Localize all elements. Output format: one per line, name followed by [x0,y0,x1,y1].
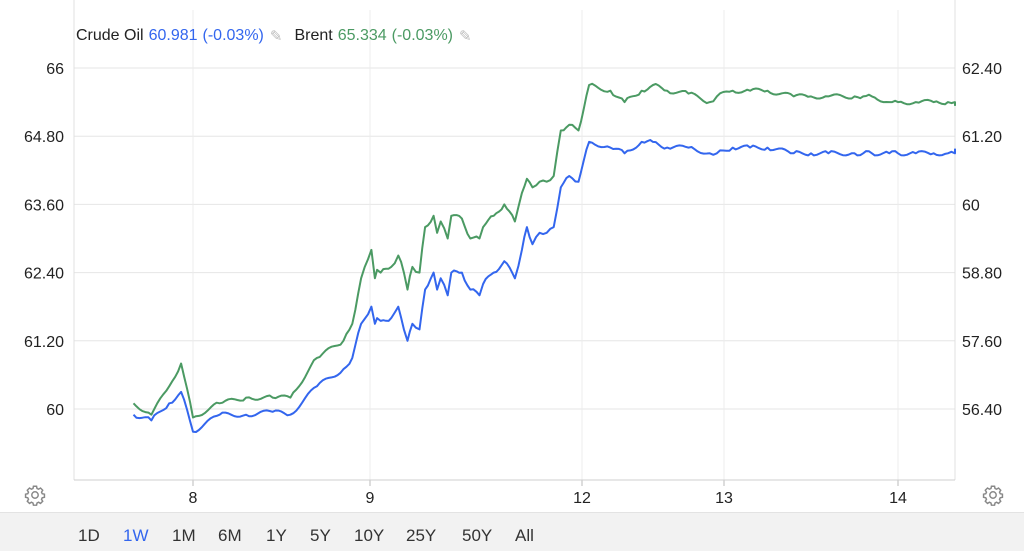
x-tick-label: 9 [366,490,375,507]
range-1y-button[interactable]: 1Y [266,526,287,545]
x-tick-label: 14 [889,490,907,507]
range-selector-bar: 1D 1W 1M 6M 1Y 5Y 10Y 25Y 50Y All [0,512,1024,551]
range-1m-button[interactable]: 1M [172,526,196,545]
legend-crude-value: 60.981 [148,27,198,44]
y-right-tick-label: 57.60 [962,334,1002,351]
y-right-tick-label: 56.40 [962,402,1002,419]
y-left-tick-label: 66 [46,61,64,78]
gear-icon[interactable] [24,484,46,506]
grid-lines [74,10,955,480]
gear-icon[interactable] [982,484,1004,506]
legend-brent-change: (-0.03%) [391,27,453,44]
range-10y-button[interactable]: 10Y [354,526,385,545]
range-50y-button[interactable]: 50Y [462,526,493,545]
y-left-tick-label: 60 [46,402,64,419]
legend-brent-value: 65.334 [337,27,387,44]
range-5y-button[interactable]: 5Y [310,526,331,545]
pencil-icon[interactable]: ✎ [269,28,283,45]
series-line-crude-oil [132,139,956,433]
y-right-tick-label: 62.40 [962,61,1002,78]
y-right-tick-label: 61.20 [962,129,1002,146]
range-all-button[interactable]: All [515,526,534,545]
range-6m-button[interactable]: 6M [218,526,242,545]
axes: 60 61.20 62.40 63.60 64.80 66 56.40 57.60 58.80 6… [24,0,1002,507]
chart-legend: Crude Oil 60.981 (-0.03%) ✎ Brent 65.334… [76,25,484,47]
range-1w-button[interactable]: 1W [123,526,149,545]
legend-crude-name: Crude Oil [76,27,144,44]
pencil-icon[interactable]: ✎ [459,28,472,45]
x-tick-label: 12 [573,490,591,507]
x-tick-label: 13 [715,490,733,507]
series-line-brent [132,82,956,419]
range-1d-button[interactable]: 1D [78,526,100,545]
legend-crude-change: (-0.03%) [202,27,264,44]
y-right-tick-label: 58.80 [962,266,1002,283]
legend-brent-name: Brent [294,27,333,44]
y-left-tick-label: 61.20 [24,334,64,351]
y-left-tick-label: 64.80 [24,129,64,146]
y-right-tick-label: 60 [962,197,980,214]
price-chart: 60 61.20 62.40 63.60 64.80 66 56.40 57.60 58.80 6… [24,0,1002,507]
range-25y-button[interactable]: 25Y [406,526,437,545]
x-tick-label: 8 [189,490,198,507]
y-left-tick-label: 62.40 [24,266,64,283]
y-left-tick-label: 63.60 [24,197,64,214]
series-lines [132,82,956,433]
